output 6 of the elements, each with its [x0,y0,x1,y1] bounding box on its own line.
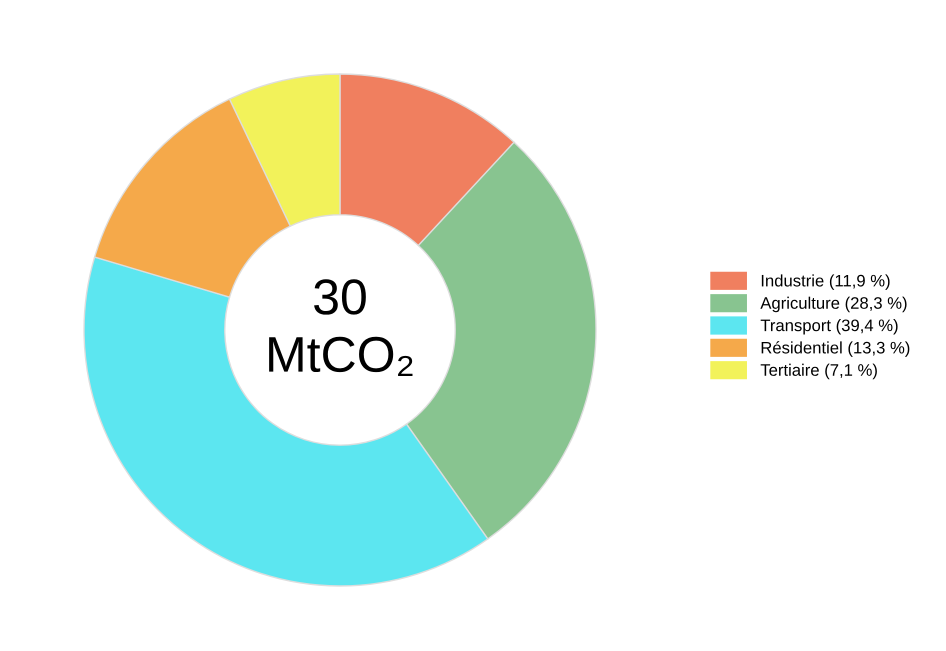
legend-label: Industrie (11,9 %) [762,274,890,290]
legend-label: Tertiaire (7,1 %) [760,364,877,380]
legend-label: Transport (39,4 %) [760,319,898,335]
legend-label: Agriculture (28,3 %) [760,296,907,312]
text: 30 MtCO₂ [269,279,412,376]
legend-label: Résidentiel (13,3 %) [762,341,910,357]
